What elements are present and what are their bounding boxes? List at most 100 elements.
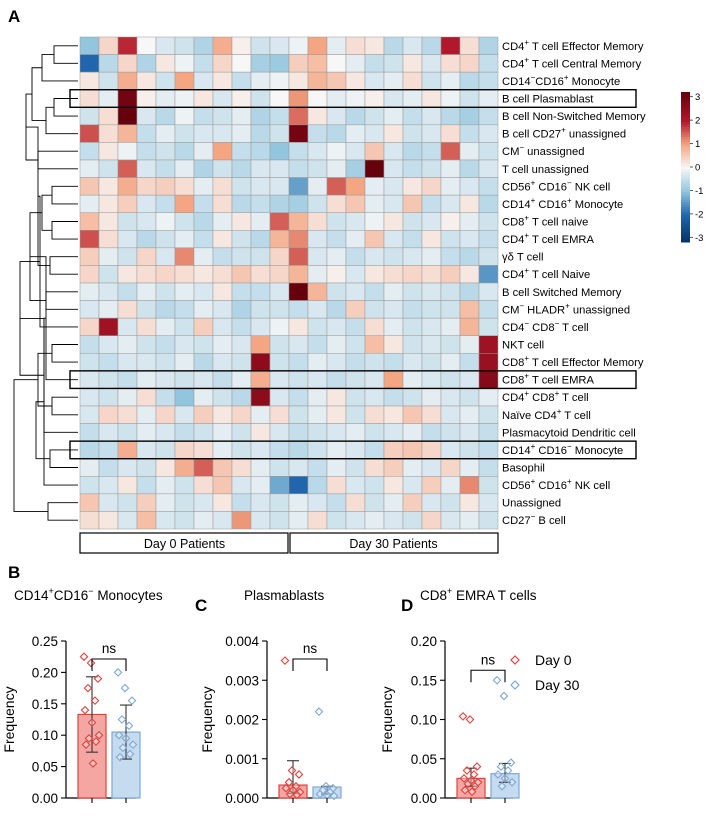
heatmap-cell <box>383 71 404 90</box>
heatmap-cell <box>383 317 404 336</box>
colorbar-tick-label: 3 <box>695 92 700 103</box>
heatmap-cell <box>345 458 366 477</box>
heatmap-cell <box>155 89 176 108</box>
heatmap-cell <box>364 230 385 249</box>
data-point <box>125 749 135 759</box>
heatmap-cell <box>136 89 157 108</box>
heatmap-cell <box>459 405 480 424</box>
heatmap-cell <box>269 282 290 301</box>
heatmap-cell <box>231 353 252 372</box>
heatmap-cell <box>155 317 176 336</box>
heatmap-cell <box>326 212 347 231</box>
colorbar-step <box>681 92 690 95</box>
heatmap-cell <box>231 388 252 407</box>
data-point <box>284 777 294 787</box>
heatmap-cell <box>117 335 138 354</box>
heatmap-cell <box>136 300 157 319</box>
heatmap-cell <box>136 353 157 372</box>
heatmap-cell <box>231 212 252 231</box>
heatmap-cell <box>136 177 157 196</box>
panel-b-plot: 0.00 0.05 0.10 0.15 0.20 0.25 Frequency ns <box>1 634 141 806</box>
heatmap-cell <box>421 247 442 266</box>
heatmap-cell <box>117 107 138 126</box>
colorbar-step <box>681 229 690 233</box>
colorbar-step <box>681 122 690 125</box>
heatmap-cell <box>364 353 385 372</box>
heatmap-cell <box>345 247 366 266</box>
heatmap-cell <box>288 142 309 161</box>
heatmap-cell <box>402 440 423 459</box>
heatmap-cell <box>136 247 157 266</box>
heatmap-cell <box>345 353 366 372</box>
heatmap-cell <box>79 194 100 213</box>
row-label: B cell Switched Memory <box>502 287 622 299</box>
row-label: γδ T cell <box>502 252 543 264</box>
heatmap-cell <box>269 458 290 477</box>
heatmap-cell <box>440 177 461 196</box>
heatmap-cell <box>288 124 309 143</box>
heatmap-cell <box>440 89 461 108</box>
heatmap-cell <box>193 124 214 143</box>
colorbar-step <box>681 184 690 188</box>
heatmap-cell <box>174 405 195 424</box>
heatmap-cell <box>212 335 233 354</box>
heatmap-cell <box>326 107 347 126</box>
y-tick-label: 0.001 <box>225 752 259 767</box>
heatmap-cell <box>174 247 195 266</box>
heatmap-cell <box>79 36 100 55</box>
heatmap-cell <box>174 124 195 143</box>
heatmap-cell <box>421 282 442 301</box>
data-point <box>499 691 509 701</box>
heatmap-cell <box>193 353 214 372</box>
y-tick-label: 0.003 <box>225 673 259 688</box>
heatmap-cell <box>459 265 480 284</box>
heatmap-cell <box>459 89 480 108</box>
colorbar-step <box>681 142 690 145</box>
heatmap-cell <box>402 265 423 284</box>
data-point <box>87 718 97 728</box>
row-label: T cell unassigned <box>502 164 589 176</box>
heatmap-cell <box>288 194 309 213</box>
data-point <box>314 707 324 717</box>
heatmap-cell <box>421 124 442 143</box>
heatmap-cell <box>117 36 138 55</box>
data-point <box>497 781 507 791</box>
heatmap-cell <box>307 247 328 266</box>
heatmap-cell <box>155 265 176 284</box>
legend-label: Day 0 <box>535 652 572 668</box>
heatmap-cell <box>174 212 195 231</box>
data-point <box>79 652 89 662</box>
colorbar-step <box>681 204 690 208</box>
heatmap-cell <box>440 300 461 319</box>
legend-label: Day 30 <box>535 677 580 693</box>
heatmap-cell <box>155 440 176 459</box>
heatmap-cell <box>117 142 138 161</box>
heatmap-cell <box>155 370 176 389</box>
heatmap-cell <box>212 511 233 530</box>
heatmap-cell <box>79 353 100 372</box>
heatmap-cell <box>136 423 157 442</box>
heatmap-cell <box>440 247 461 266</box>
heatmap-cell <box>383 142 404 161</box>
heatmap-cell <box>459 476 480 495</box>
heatmap-cell <box>193 159 214 178</box>
data-point <box>503 766 513 775</box>
dendrogram-branch <box>35 401 50 460</box>
heatmap-cell <box>421 405 442 424</box>
colorbar-step <box>681 137 690 140</box>
data-point <box>292 790 302 800</box>
colorbar-step <box>681 117 690 120</box>
heatmap-cell <box>79 107 100 126</box>
heatmap-cell <box>136 282 157 301</box>
heatmap-cell <box>421 317 442 336</box>
heatmap-cell <box>117 493 138 512</box>
colorbar-step <box>681 182 690 185</box>
heatmap-cell <box>383 440 404 459</box>
panel-b-title: CD14+CD16− Monocytes <box>14 586 163 603</box>
heatmap-cell <box>98 353 119 372</box>
heatmap-cell <box>440 212 461 231</box>
heatmap-cell <box>326 335 347 354</box>
heatmap-cell <box>326 54 347 73</box>
heatmap-cell <box>383 388 404 407</box>
heatmap-cell <box>155 353 176 372</box>
